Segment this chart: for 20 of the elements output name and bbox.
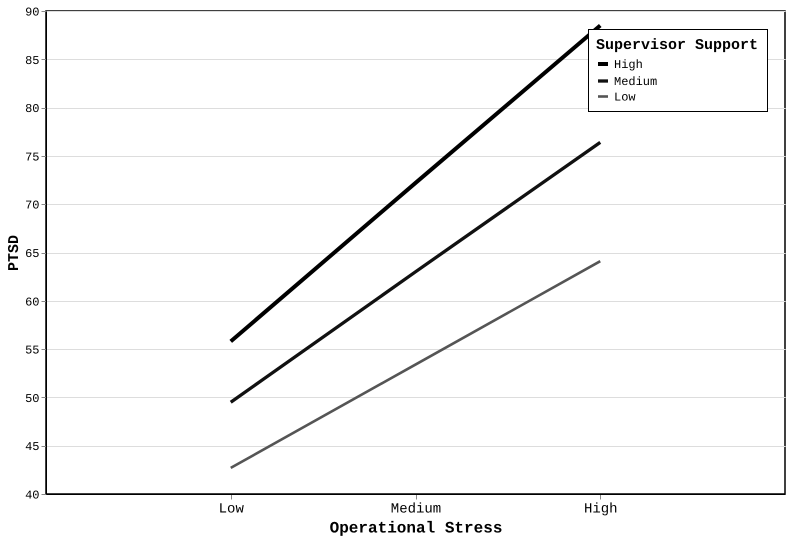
y-tick-label: 40 <box>25 488 40 502</box>
y-tick-label: 50 <box>25 392 40 406</box>
y-tick-label: 45 <box>25 440 40 454</box>
x-tick-label: Medium <box>390 502 442 518</box>
y-tick-label: 75 <box>25 150 40 164</box>
y-tick-label: 80 <box>25 102 40 116</box>
legend-label: Low <box>614 90 636 104</box>
y-axis-title: PTSD <box>6 234 24 272</box>
y-tick-label: 85 <box>25 54 40 68</box>
x-axis-title: Operational Stress <box>330 520 502 538</box>
legend-label: High <box>614 58 643 72</box>
y-tick-label: 60 <box>25 295 40 310</box>
legend-title: Supervisor Support <box>596 37 758 54</box>
y-tick-label: 90 <box>25 6 40 20</box>
x-tick-label: Low <box>218 502 244 518</box>
x-tick-label: High <box>584 502 618 518</box>
y-tick-label: 70 <box>25 198 40 213</box>
legend-label: Medium <box>614 75 658 89</box>
y-tick-label: 65 <box>25 247 40 261</box>
y-tick-label: 55 <box>25 344 40 358</box>
